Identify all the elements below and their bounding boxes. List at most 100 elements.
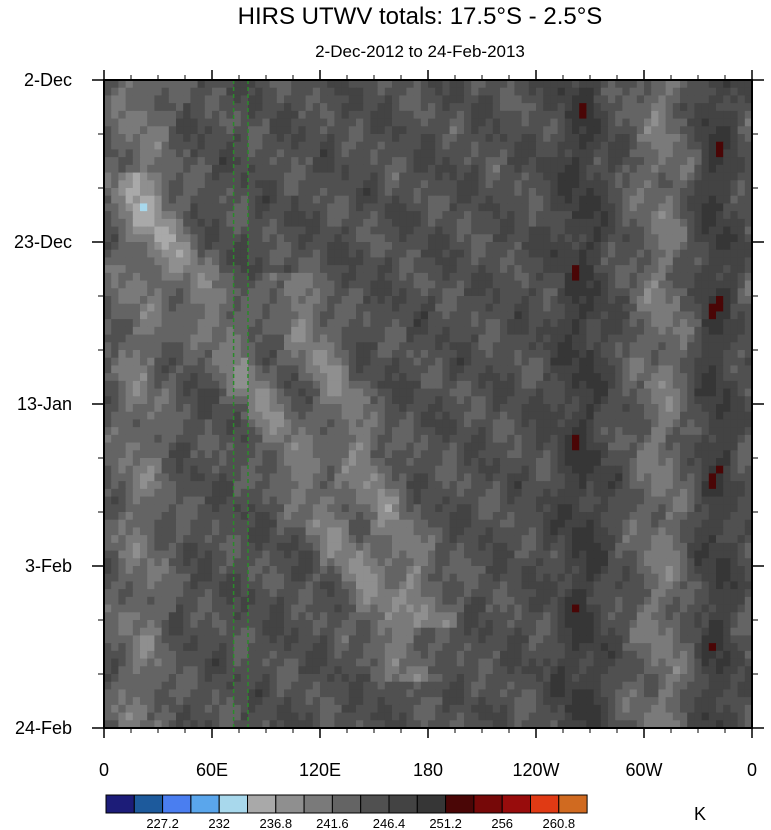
heatmap-cell bbox=[125, 296, 134, 305]
heatmap-cell bbox=[600, 265, 609, 274]
heatmap-cell bbox=[737, 404, 746, 413]
heatmap-cell bbox=[521, 80, 530, 89]
heatmap-cell bbox=[212, 226, 220, 235]
heatmap-cell bbox=[413, 211, 422, 220]
heatmap-cell bbox=[248, 103, 256, 112]
heatmap-cell bbox=[464, 326, 472, 336]
heatmap-cell bbox=[348, 465, 357, 475]
heatmap-cell bbox=[262, 249, 271, 259]
heatmap-cell bbox=[320, 188, 328, 197]
heatmap-cell bbox=[672, 272, 681, 282]
heatmap-cell bbox=[341, 87, 350, 97]
heatmap-cell bbox=[248, 288, 256, 297]
heatmap-cell bbox=[269, 218, 278, 228]
heatmap-cell bbox=[435, 134, 443, 143]
heatmap-cell bbox=[428, 195, 436, 205]
heatmap-cell bbox=[737, 272, 746, 282]
heatmap-cell bbox=[392, 118, 400, 127]
heatmap-cell bbox=[550, 357, 559, 367]
heatmap-cell bbox=[716, 211, 724, 220]
heatmap-cell bbox=[701, 450, 710, 459]
heatmap-cell bbox=[147, 373, 155, 382]
heatmap-cell bbox=[651, 442, 659, 451]
heatmap-cell bbox=[204, 465, 213, 475]
heatmap-cell bbox=[528, 350, 537, 359]
heatmap-cell bbox=[176, 365, 184, 374]
heatmap-cell bbox=[572, 357, 580, 367]
heatmap-cell bbox=[622, 180, 631, 189]
heatmap-cell bbox=[305, 326, 314, 336]
heatmap-cell bbox=[629, 211, 638, 220]
heatmap-cell bbox=[276, 396, 285, 405]
heatmap-cell bbox=[118, 319, 127, 328]
heatmap-cell bbox=[636, 80, 645, 89]
heatmap-cell bbox=[190, 257, 199, 266]
heatmap-cell bbox=[485, 380, 494, 390]
heatmap-cell bbox=[140, 427, 148, 436]
heatmap-cell bbox=[564, 427, 573, 436]
heatmap-cell bbox=[233, 434, 242, 444]
heatmap-cell bbox=[608, 350, 616, 359]
heatmap-cell bbox=[615, 496, 623, 505]
heatmap-cell bbox=[176, 164, 184, 174]
heatmap-cell bbox=[428, 504, 436, 513]
heatmap-cell bbox=[456, 211, 465, 220]
heatmap-cell bbox=[564, 334, 573, 343]
heatmap-cell bbox=[586, 419, 595, 428]
heatmap-cell bbox=[435, 242, 443, 251]
heatmap-cell bbox=[219, 504, 227, 513]
heatmap-cell bbox=[723, 311, 731, 320]
heatmap-cell bbox=[226, 388, 235, 397]
heatmap-cell bbox=[240, 488, 249, 498]
heatmap-cell bbox=[536, 373, 544, 382]
heatmap-cell bbox=[521, 481, 530, 490]
heatmap-cell bbox=[125, 226, 134, 235]
heatmap-cell bbox=[204, 95, 213, 104]
heatmap-cell bbox=[327, 334, 335, 343]
heatmap-cell bbox=[557, 110, 566, 120]
heatmap-cell bbox=[492, 296, 501, 305]
heatmap-cell bbox=[348, 234, 357, 243]
heatmap-cell bbox=[255, 87, 263, 97]
heatmap-cell bbox=[615, 265, 623, 274]
heatmap-cell bbox=[507, 103, 515, 112]
heatmap-cell bbox=[658, 481, 667, 490]
heatmap-cell bbox=[651, 427, 659, 436]
heatmap-cell bbox=[132, 226, 141, 235]
heatmap-cell bbox=[219, 488, 227, 498]
heatmap-cell bbox=[212, 311, 220, 320]
heatmap-cell bbox=[665, 311, 674, 320]
heatmap-cell bbox=[521, 396, 530, 405]
heatmap-cell bbox=[320, 218, 328, 228]
heatmap-cell bbox=[672, 434, 681, 444]
heatmap-cell bbox=[377, 442, 386, 451]
heatmap-cell bbox=[730, 272, 739, 282]
heatmap-cell bbox=[622, 357, 631, 367]
heatmap-cell bbox=[406, 380, 415, 390]
heatmap-cell bbox=[435, 496, 443, 505]
heatmap-cell bbox=[363, 203, 371, 212]
heatmap-cell bbox=[564, 319, 573, 328]
heatmap-cell bbox=[600, 334, 609, 343]
heatmap-cell bbox=[168, 188, 177, 197]
heatmap-cell bbox=[320, 496, 328, 505]
heatmap-cell bbox=[255, 257, 263, 266]
heatmap-cell bbox=[737, 149, 746, 158]
heatmap-cell bbox=[586, 288, 595, 297]
heatmap-cell bbox=[687, 396, 695, 405]
heatmap-cell bbox=[384, 242, 393, 251]
heatmap-cell bbox=[327, 357, 335, 367]
heatmap-cell bbox=[111, 257, 119, 266]
heatmap-cell bbox=[521, 226, 530, 235]
heatmap-cell bbox=[420, 419, 429, 428]
heatmap-cell bbox=[550, 195, 559, 205]
heatmap-cell bbox=[665, 450, 674, 459]
heatmap-cell bbox=[334, 373, 343, 382]
heatmap-cell bbox=[629, 434, 638, 444]
heatmap-cell bbox=[147, 226, 155, 235]
heatmap-cell bbox=[622, 465, 631, 475]
heatmap-cell bbox=[737, 195, 746, 205]
heatmap-cell bbox=[197, 141, 206, 151]
heatmap-cell bbox=[377, 118, 386, 127]
heatmap-cell bbox=[291, 311, 299, 320]
